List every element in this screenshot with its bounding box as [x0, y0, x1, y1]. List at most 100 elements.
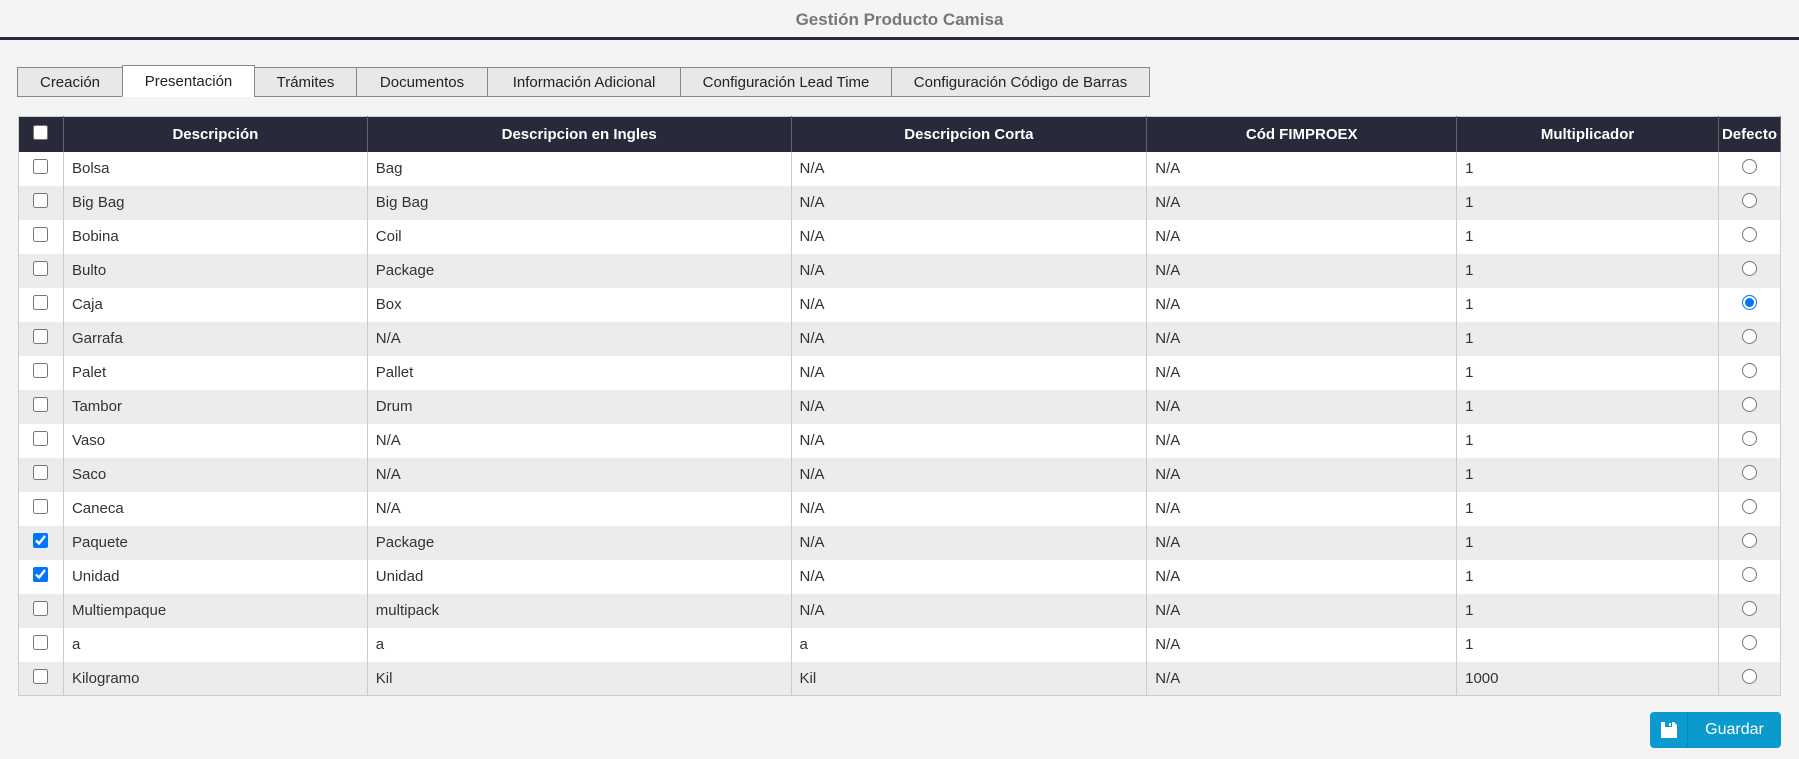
default-cell [1718, 287, 1782, 322]
default-radio[interactable] [1741, 601, 1757, 616]
cell-multiplicador: 1000 [1456, 661, 1719, 696]
save-button[interactable]: Guardar [1650, 712, 1781, 748]
row-checkbox[interactable] [33, 261, 49, 276]
default-radio[interactable] [1741, 499, 1757, 514]
row-checkbox[interactable] [33, 499, 49, 514]
cell-cod-fimproex: N/A [1146, 593, 1458, 628]
cell-descripcion: a [63, 627, 368, 662]
title-divider [0, 37, 1799, 40]
row-checkbox[interactable] [33, 465, 49, 480]
row-checkbox[interactable] [33, 193, 49, 208]
tab-trámites[interactable]: Trámites [254, 67, 357, 97]
column-header: Defecto [1718, 116, 1782, 152]
row-checkbox[interactable] [33, 329, 49, 344]
cell-cod-fimproex: N/A [1146, 423, 1458, 458]
row-select-cell [18, 389, 64, 424]
row-checkbox[interactable] [33, 431, 49, 446]
cell-descripcion-corta: N/A [791, 423, 1148, 458]
cell-cod-fimproex: N/A [1146, 253, 1458, 288]
cell-descripcion: Saco [63, 457, 368, 492]
cell-cod-fimproex: N/A [1146, 287, 1458, 322]
row-select-cell [18, 253, 64, 288]
table-row: Bulto Package N/A N/A 1 [18, 253, 1782, 288]
default-radio[interactable] [1741, 635, 1757, 650]
default-radio[interactable] [1741, 193, 1757, 208]
default-radio[interactable] [1741, 261, 1757, 276]
column-header: Descripcion Corta [791, 116, 1148, 152]
cell-multiplicador: 1 [1456, 185, 1719, 220]
row-checkbox[interactable] [33, 635, 49, 650]
default-radio[interactable] [1741, 363, 1757, 378]
cell-cod-fimproex: N/A [1146, 627, 1458, 662]
cell-multiplicador: 1 [1456, 219, 1719, 254]
tab-información-adicional[interactable]: Información Adicional [487, 67, 681, 97]
cell-descripcion-corta: N/A [791, 491, 1148, 526]
row-select-cell [18, 457, 64, 492]
default-cell [1718, 423, 1782, 458]
row-checkbox[interactable] [33, 567, 49, 582]
cell-descripcion-corta: N/A [791, 219, 1148, 254]
cell-multiplicador: 1 [1456, 253, 1719, 288]
row-checkbox[interactable] [33, 601, 49, 616]
default-radio[interactable] [1741, 533, 1757, 548]
default-cell [1718, 559, 1782, 594]
cell-descripcion: Multiempaque [63, 593, 368, 628]
row-checkbox[interactable] [33, 159, 49, 174]
cell-multiplicador: 1 [1456, 593, 1719, 628]
default-radio[interactable] [1741, 431, 1757, 446]
column-header: Cód FIMPROEX [1146, 116, 1458, 152]
row-select-cell [18, 185, 64, 220]
cell-cod-fimproex: N/A [1146, 457, 1458, 492]
row-checkbox[interactable] [33, 533, 49, 548]
default-radio[interactable] [1741, 668, 1757, 684]
table-header: Descripción Descripcion en Ingles Descri… [18, 116, 1782, 152]
cell-descripcion-ingles: a [367, 627, 792, 662]
tab-documentos[interactable]: Documentos [356, 67, 488, 97]
cell-cod-fimproex: N/A [1146, 321, 1458, 356]
table-row: Bolsa Bag N/A N/A 1 [18, 151, 1782, 186]
cell-multiplicador: 1 [1456, 321, 1719, 356]
select-all-header [18, 116, 64, 152]
row-checkbox[interactable] [33, 295, 49, 310]
default-radio[interactable] [1741, 397, 1757, 412]
default-cell [1718, 151, 1782, 186]
cell-descripcion-corta: a [791, 627, 1148, 662]
default-radio[interactable] [1741, 159, 1757, 174]
cell-multiplicador: 1 [1456, 559, 1719, 594]
row-select-cell [18, 287, 64, 322]
row-select-cell [18, 355, 64, 390]
cell-descripcion: Big Bag [63, 185, 368, 220]
cell-descripcion-ingles: Coil [367, 219, 792, 254]
page-title: Gestión Producto Camisa [795, 10, 1004, 29]
default-radio[interactable] [1741, 329, 1757, 344]
row-select-cell [18, 151, 64, 186]
tab-creación[interactable]: Creación [17, 67, 123, 97]
cell-cod-fimproex: N/A [1146, 151, 1458, 186]
default-radio[interactable] [1741, 227, 1757, 242]
default-radio[interactable] [1741, 465, 1757, 480]
cell-descripcion-corta: N/A [791, 559, 1148, 594]
cell-descripcion: Tambor [63, 389, 368, 424]
tab-configuración-código-de-barras[interactable]: Configuración Código de Barras [891, 67, 1150, 97]
tab-presentación[interactable]: Presentación [122, 65, 255, 97]
default-cell [1718, 457, 1782, 492]
row-checkbox[interactable] [33, 668, 49, 684]
cell-cod-fimproex: N/A [1146, 559, 1458, 594]
row-checkbox[interactable] [33, 227, 49, 242]
cell-descripcion-ingles: Pallet [367, 355, 792, 390]
tab-configuración-lead-time[interactable]: Configuración Lead Time [680, 67, 892, 97]
cell-descripcion: Kilogramo [63, 661, 368, 696]
row-select-cell [18, 525, 64, 560]
row-checkbox[interactable] [33, 397, 49, 412]
column-header: Multiplicador [1456, 116, 1719, 152]
cell-descripcion-corta: Kil [791, 661, 1148, 696]
cell-multiplicador: 1 [1456, 491, 1719, 526]
row-checkbox[interactable] [33, 363, 49, 378]
table-row: Unidad Unidad N/A N/A 1 [18, 559, 1782, 594]
table-row: Tambor Drum N/A N/A 1 [18, 389, 1782, 424]
cell-descripcion-ingles: N/A [367, 423, 792, 458]
default-radio[interactable] [1741, 567, 1757, 582]
cell-descripcion-ingles: N/A [367, 321, 792, 356]
select-all-checkbox[interactable] [33, 124, 49, 140]
default-radio[interactable] [1741, 295, 1757, 310]
